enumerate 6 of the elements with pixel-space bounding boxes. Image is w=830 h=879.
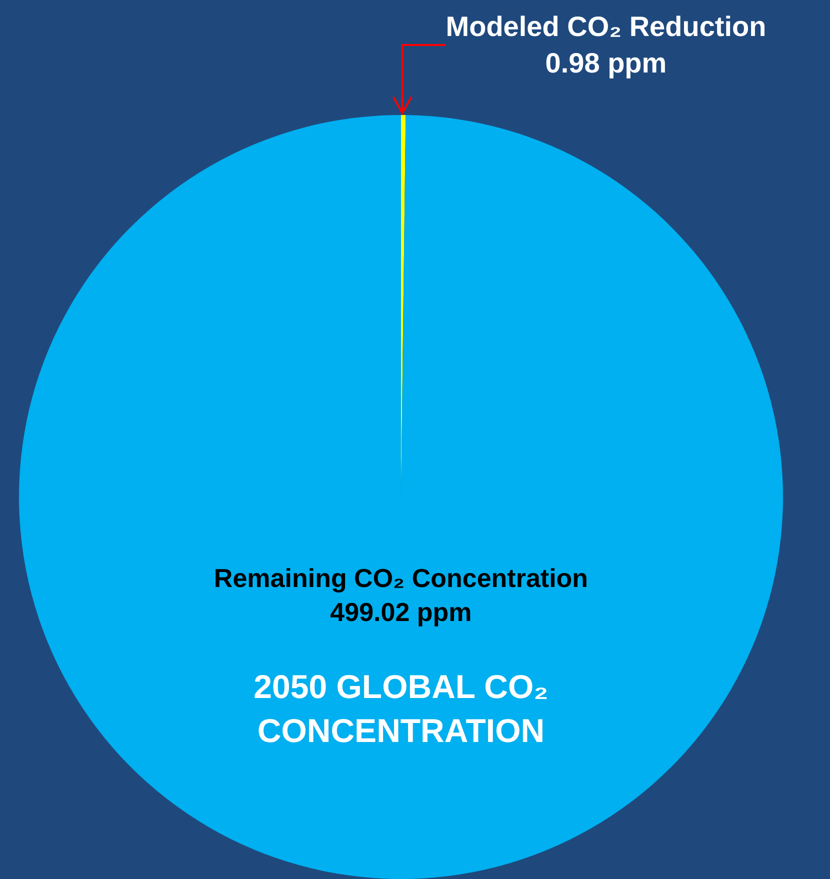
pie-slice xyxy=(19,115,783,878)
text: 2050 GLOBAL CO₂ CONCENTRATION xyxy=(254,668,548,749)
slice-label: Remaining CO₂ Concentration xyxy=(214,563,588,593)
data-label: 499.02 ppm xyxy=(330,596,472,627)
slice-label: Modeled CO₂ Reduction xyxy=(446,11,766,42)
data-label: 0.98 ppm xyxy=(545,47,667,78)
